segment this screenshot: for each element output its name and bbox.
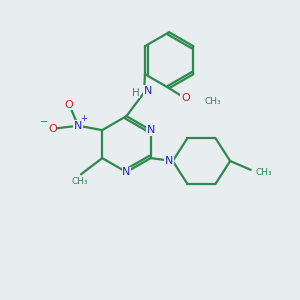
Text: N: N (122, 167, 130, 177)
Text: O: O (65, 100, 74, 110)
Text: N: N (165, 156, 173, 166)
Text: H: H (132, 88, 140, 98)
Text: O: O (48, 124, 57, 134)
Text: N: N (74, 121, 82, 131)
Text: N: N (146, 125, 155, 135)
Text: −: − (40, 117, 49, 127)
Text: +: + (80, 114, 87, 123)
Text: N: N (143, 85, 152, 95)
Text: CH₃: CH₃ (255, 168, 272, 177)
Text: O: O (181, 94, 190, 103)
Text: CH₃: CH₃ (71, 177, 88, 186)
Text: CH₃: CH₃ (205, 97, 221, 106)
